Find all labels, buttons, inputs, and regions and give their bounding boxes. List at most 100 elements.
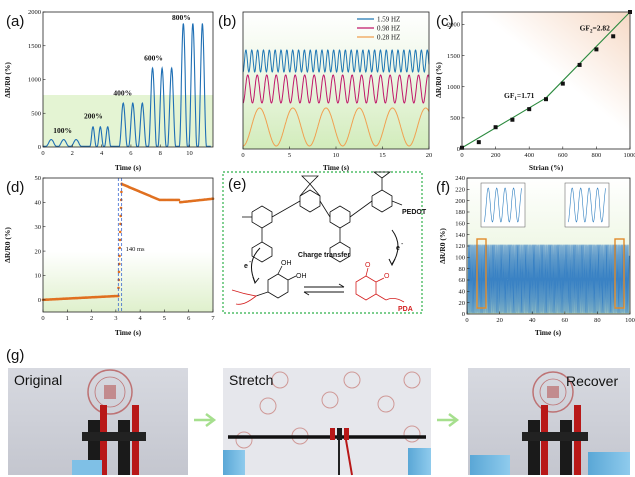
catechol-oh-1: OH — [281, 260, 292, 267]
panel-f-xtick-label: 20 — [496, 317, 503, 324]
panel-c-ylabel: ΔR/R0 (%) — [434, 62, 443, 98]
panel-d-xtick-label: 0 — [41, 315, 44, 322]
stage-arrow-2 — [437, 413, 460, 427]
panel-e-frame — [222, 171, 423, 314]
panel-f-ytick-label: 0 — [462, 311, 465, 318]
panel-d-label: (d) — [6, 179, 24, 196]
panel-c-ytick-label: 0 — [457, 146, 460, 153]
data-point — [118, 230, 122, 234]
strain-level-label: 800% — [172, 13, 191, 22]
panel-c-xtick-label: 200 — [491, 152, 501, 159]
electron-left: e — [244, 263, 248, 270]
glove-left-stretch — [223, 450, 245, 475]
panel-c-xlabel: Strian (%) — [529, 163, 564, 172]
panel-c-xtick-label: 800 — [592, 152, 602, 159]
data-point — [117, 286, 120, 290]
panel-f-ytick-label: 120 — [455, 243, 465, 250]
sensor-strip-2 — [522, 432, 588, 441]
panel-d-ytick-label: 10 — [35, 273, 42, 280]
panel-f-xlabel: Time (s) — [535, 328, 562, 337]
quinone-o-2: O — [384, 273, 390, 280]
panel-e: (e) PEDOT e - e - Charge transfer — [222, 171, 427, 314]
panel-a-ytick-label: 1000 — [28, 77, 41, 84]
data-point — [560, 81, 565, 86]
panel-f-ytick-label: 100 — [455, 255, 465, 262]
data-point — [118, 254, 121, 258]
panel-d-background — [43, 178, 213, 312]
highlight-start-box — [476, 238, 487, 309]
panel-a-ytick-label: 1500 — [28, 43, 41, 50]
response-time-annotation: 140 ms — [126, 246, 145, 253]
charge-transfer-label: Charge transfer — [298, 252, 350, 259]
panel-b-legend: 1.59 HZ 0.98 HZ 0.28 HZ — [357, 16, 400, 42]
quinone-structure — [355, 267, 405, 303]
data-point — [577, 62, 582, 67]
wall-seal-stamps — [235, 371, 421, 449]
panel-f-ytick-label: 20 — [459, 300, 466, 307]
panel-d-ytick-label: 20 — [35, 248, 42, 255]
stage-arrow-1 — [194, 413, 217, 427]
panel-g: (g) Original — [6, 347, 630, 476]
clip-red-center-2 — [344, 428, 349, 440]
panel-f-ytick-label: 80 — [459, 266, 466, 273]
panel-c-frame — [461, 11, 631, 150]
glove-left — [72, 460, 102, 475]
panel-f-ytick-label: 180 — [455, 209, 465, 216]
panel-c-ytick-label: 2000 — [447, 22, 460, 29]
photo-caption-original: Original — [14, 372, 62, 388]
panel-c-ytick-label: 1000 — [447, 84, 460, 91]
glove-right-stretch — [408, 448, 431, 475]
panel-f-ytick-label: 160 — [455, 221, 465, 228]
glove-left-recover — [470, 455, 510, 475]
panel-d-xtick-label: 6 — [187, 315, 191, 322]
panel-c-xtick-label: 1000 — [624, 152, 635, 159]
highlight-end-box — [614, 238, 625, 309]
clip-black-right — [118, 420, 130, 475]
panel-a-xtick-label: 4 — [100, 150, 104, 157]
data-point — [117, 278, 121, 282]
panel-d-ytick-label: 0 — [38, 297, 41, 304]
panel-f-ytick-label: 40 — [459, 289, 466, 296]
svg-text:-: - — [249, 259, 252, 266]
series-line-2 — [243, 107, 430, 147]
gf1-annotation: GF1=1.71 — [504, 91, 535, 102]
panel-c-ytick-label: 1500 — [447, 53, 460, 60]
panel-f-xtick-label: 0 — [465, 317, 468, 324]
panel-f: 0 20 40 60 80 100 0 20 40 60 80 100 120 140 160 180 200 2… — [436, 175, 635, 337]
pda-chain-left — [231, 289, 258, 305]
strain-level-label: 100% — [53, 126, 72, 135]
legend-label-1: 1.59 HZ — [377, 16, 400, 24]
panel-f-ytick-label: 220 — [455, 187, 465, 194]
sensor-strip — [82, 432, 146, 441]
data-point — [118, 262, 121, 266]
data-point — [177, 198, 181, 202]
panel-a-xlabel: Time (s) — [115, 163, 142, 172]
svg-text:-: - — [401, 241, 404, 248]
panel-b-xtick-label: 5 — [288, 152, 291, 159]
panel-a-xtick-label: 10 — [186, 150, 193, 157]
glove-right-recover — [588, 452, 630, 475]
panel-f-xtick-label: 40 — [529, 317, 536, 324]
panel-e-label: (e) — [228, 176, 246, 193]
panel-a-ytick-label: 0 — [38, 144, 41, 151]
panel-a-xtick-label: 2 — [71, 150, 74, 157]
data-point — [118, 246, 121, 250]
series-line-0 — [242, 49, 430, 73]
inset-series-line — [483, 187, 523, 223]
panel-c-background — [462, 12, 630, 149]
series-line-cycling — [467, 244, 630, 314]
panel-c-ytick-label: 500 — [450, 115, 460, 122]
panel-b-xtick-label: 15 — [379, 152, 386, 159]
series-line-1 — [242, 74, 430, 104]
pda-label: PDA — [398, 306, 413, 313]
panel-d-xtick-label: 4 — [139, 315, 143, 322]
photo-recover: Recover — [468, 368, 630, 475]
quinone-o-1: O — [365, 262, 371, 269]
data-point — [493, 125, 498, 130]
panel-f-label: (f) — [436, 179, 450, 196]
inset-end — [564, 182, 610, 228]
data-point — [544, 97, 548, 102]
panel-a-xtick-label: 0 — [41, 150, 44, 157]
legend-label-3: 0.28 HZ — [377, 34, 400, 42]
data-point — [119, 222, 122, 226]
